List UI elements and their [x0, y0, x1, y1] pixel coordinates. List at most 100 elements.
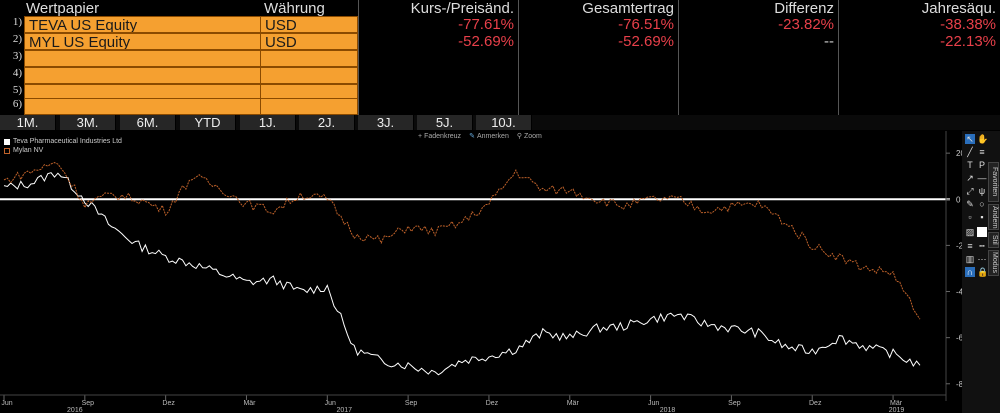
x-tick-label: Dez: [809, 400, 822, 407]
brush-icon[interactable]: ✎: [966, 199, 974, 209]
legend-item-teva[interactable]: Teva Pharmaceutical Industries Ltd: [4, 137, 122, 146]
pitchfork-icon[interactable]: ψ: [978, 186, 986, 196]
row-number: 3): [12, 50, 22, 62]
period-button-5y[interactable]: 5J.: [417, 115, 473, 130]
delete-icon[interactable]: ▪: [980, 212, 984, 222]
favorites-tab[interactable]: Favoriten: [988, 162, 999, 202]
legend-swatch: [4, 147, 10, 154]
table-row[interactable]: 2) MYL US Equity USD -52.69% -52.69% -- …: [0, 33, 1000, 50]
edit-tab[interactable]: Ändern: [988, 204, 999, 230]
y-tick-label: 0: [956, 195, 961, 204]
table-row[interactable]: 6): [0, 98, 1000, 115]
resize-icon[interactable]: ⤢: [966, 186, 974, 196]
currency-field[interactable]: [260, 67, 358, 84]
color-swatch-icon[interactable]: [977, 227, 987, 237]
header-currency[interactable]: Währung: [264, 0, 325, 17]
header-annualized[interactable]: Jahresäqu.: [921, 0, 996, 17]
mylan-price-line[interactable]: [3, 162, 921, 320]
security-field[interactable]: TEVA US Equity: [24, 16, 261, 33]
fill-icon[interactable]: ▥: [965, 254, 975, 264]
crosshair-tool[interactable]: + Fadenkreuz: [418, 132, 461, 140]
currency-field[interactable]: [260, 50, 358, 67]
column-divider: [838, 0, 839, 115]
annualized-value: -38.38%: [940, 16, 996, 33]
y-tick-label: 20: [956, 149, 965, 158]
teva-price-line[interactable]: [3, 172, 921, 376]
period-button-ytd[interactable]: YTD: [180, 115, 236, 130]
line-weight-icon[interactable]: ≡: [967, 241, 973, 251]
style-tab[interactable]: Stil: [988, 232, 999, 248]
table-row[interactable]: 1) TEVA US Equity USD -77.61% -76.51% -2…: [0, 16, 1000, 33]
ellipse-icon[interactable]: ○: [979, 199, 985, 209]
period-button-1y[interactable]: 1J.: [240, 115, 296, 130]
arrow-icon[interactable]: ↗: [966, 173, 974, 183]
price-tag-icon[interactable]: P: [978, 160, 985, 170]
hand-icon[interactable]: ✋: [977, 134, 989, 144]
x-tick-label: Sep: [728, 400, 741, 407]
table-row[interactable]: 3): [0, 50, 1000, 67]
annotate-label: Anmerken: [476, 132, 509, 140]
row-number: 4): [12, 67, 22, 79]
price-chart[interactable]: 200-20-40-60-80JunSepDezMärJunSepDezMärJ…: [0, 131, 1000, 413]
period-button-3y[interactable]: 3J.: [358, 115, 414, 130]
header-security[interactable]: Wertpapier: [26, 0, 100, 17]
pencil-icon: ✎: [469, 133, 475, 140]
legend-item-mylan[interactable]: Mylan NV: [4, 146, 122, 155]
header-price-change[interactable]: Kurs-/Preisänd.: [410, 0, 514, 17]
currency-field[interactable]: USD: [260, 16, 358, 33]
pointer-icon[interactable]: ↖: [965, 134, 975, 144]
currency-field[interactable]: USD: [260, 33, 358, 50]
year-label: 2016: [67, 407, 83, 413]
currency-field[interactable]: [260, 98, 358, 115]
difference-value: -23.82%: [778, 16, 834, 33]
row-number: 2): [12, 33, 22, 45]
header-difference[interactable]: Differenz: [774, 0, 834, 17]
chart-legend: Teva Pharmaceutical Industries Ltd Mylan…: [4, 137, 122, 155]
price-change-value: -52.69%: [458, 33, 514, 50]
price-change-value: -77.61%: [458, 16, 514, 33]
table-row[interactable]: 5): [0, 84, 1000, 101]
crosshair-icon: +: [418, 132, 423, 140]
security-field[interactable]: [24, 67, 261, 84]
x-tick-label: Mär: [243, 400, 256, 407]
year-label: 2017: [336, 407, 352, 413]
row-number: 5): [12, 84, 22, 96]
dash-icon[interactable]: ⋯: [977, 254, 987, 264]
period-button-2y[interactable]: 2J.: [299, 115, 355, 130]
color-picker-icon[interactable]: ▨: [965, 227, 975, 237]
x-tick-label: Sep: [405, 400, 418, 407]
annotate-tool[interactable]: ✎ Anmerken: [469, 132, 509, 141]
security-field[interactable]: MYL US Equity: [24, 33, 261, 50]
year-label: 2019: [889, 407, 905, 413]
x-tick-label: Mär: [567, 400, 580, 407]
x-tick-label: Dez: [162, 400, 175, 407]
column-divider: [678, 0, 679, 115]
security-field[interactable]: [24, 98, 261, 115]
crosshair-label: Fadenkreuz: [424, 132, 462, 140]
security-field[interactable]: [24, 50, 261, 67]
modes-tab[interactable]: Modus: [988, 250, 999, 276]
period-button-3m[interactable]: 3M.: [60, 115, 116, 130]
table-header: Wertpapier Währung Kurs-/Preisänd. Gesam…: [0, 0, 1000, 17]
line-style-icon[interactable]: ┅: [979, 241, 985, 251]
total-return-value: -76.51%: [618, 16, 674, 33]
x-tick-label: Jun: [325, 400, 336, 407]
header-total-return[interactable]: Gesamtertrag: [582, 0, 674, 17]
table-row[interactable]: 4): [0, 67, 1000, 84]
legend-label: Teva Pharmaceutical Industries Ltd: [13, 138, 122, 145]
magnet-icon[interactable]: ∩: [965, 267, 975, 277]
row-number: 1): [12, 16, 22, 28]
lock-icon[interactable]: 🔒: [977, 267, 989, 277]
period-selector: 1M. 3M. 6M. YTD 1J. 2J. 3J. 5J. 10J.: [0, 115, 1000, 130]
row-number: 6): [12, 98, 22, 110]
draw-line-icon[interactable]: ╱: [967, 147, 973, 157]
text-icon[interactable]: T: [967, 160, 973, 170]
trash-icon[interactable]: ▫: [968, 212, 972, 222]
horizontal-line-icon[interactable]: —: [977, 173, 987, 183]
channel-icon[interactable]: ≡: [979, 147, 985, 157]
period-button-6m[interactable]: 6M.: [120, 115, 176, 130]
column-divider: [358, 0, 359, 115]
period-button-10y[interactable]: 10J.: [476, 115, 532, 130]
period-button-1m[interactable]: 1M.: [0, 115, 56, 130]
zoom-tool[interactable]: ⚲ Zoom: [517, 132, 542, 141]
